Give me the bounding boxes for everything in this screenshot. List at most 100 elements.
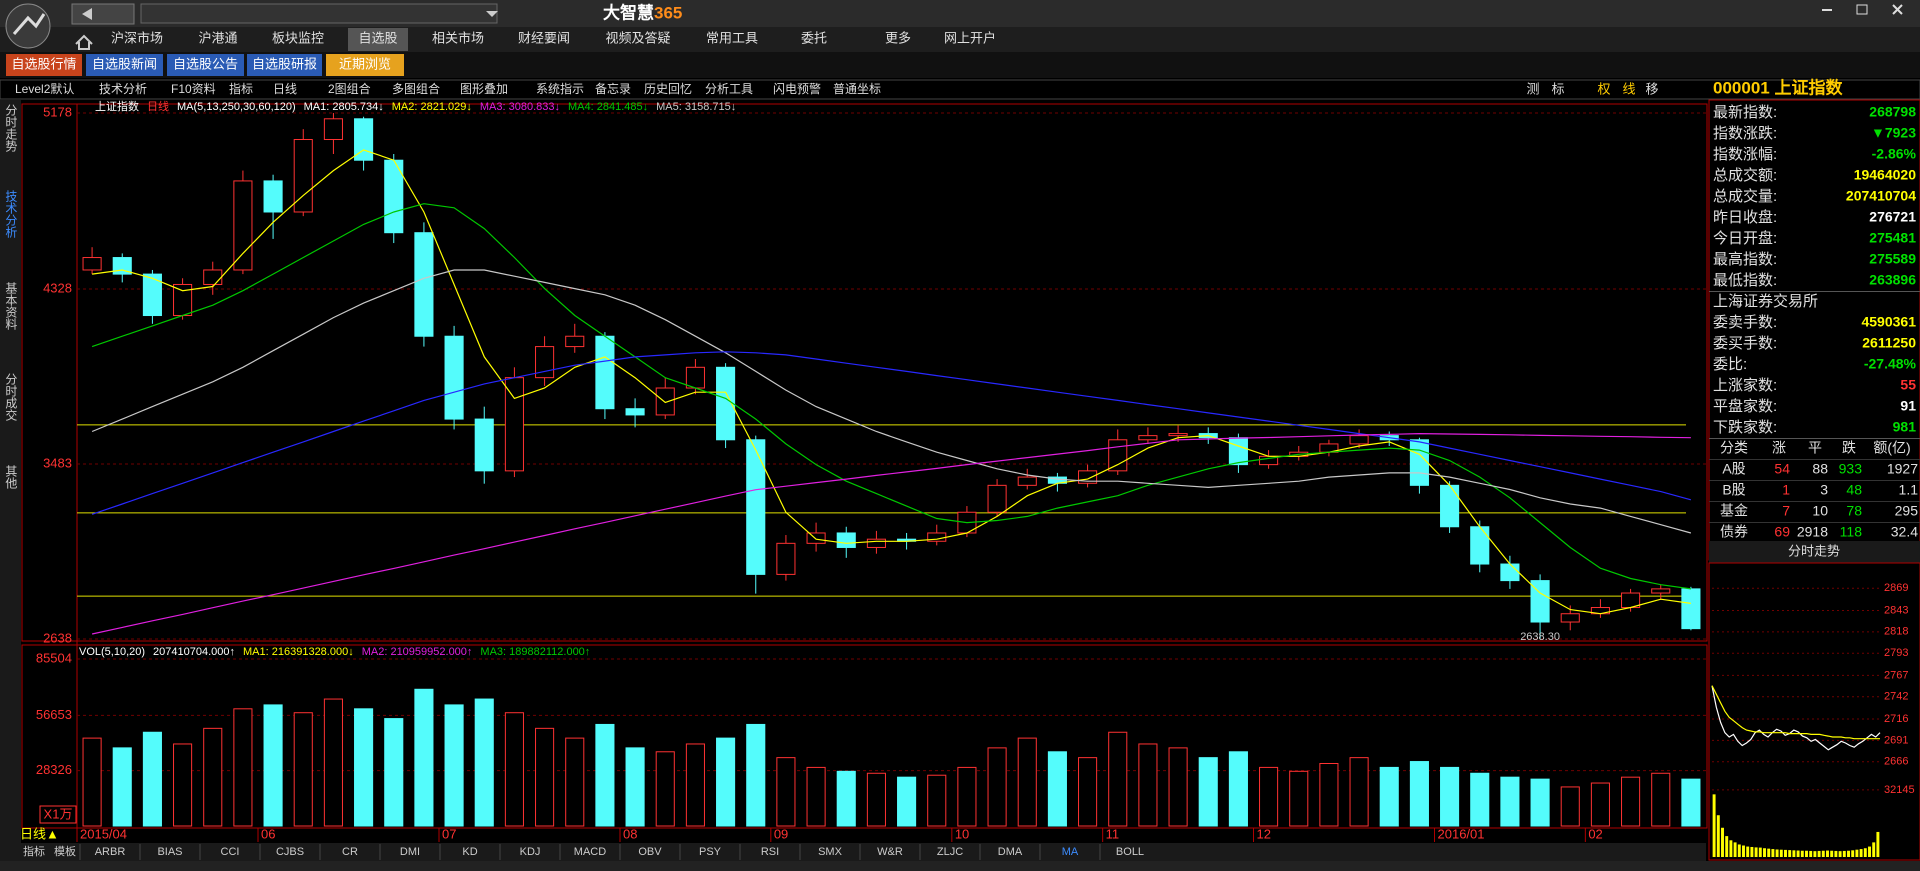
side-tab[interactable]: 技术分析 xyxy=(4,190,18,239)
indicator-tab[interactable]: DMA xyxy=(998,846,1023,858)
indicator-tab[interactable]: CJBS xyxy=(276,846,304,858)
toolbar-item[interactable]: 多图组合 xyxy=(392,81,440,96)
indicator-tab[interactable]: OBV xyxy=(638,846,662,858)
volume-bar xyxy=(323,698,343,827)
toolbar-item[interactable]: Level2默认 xyxy=(15,81,74,96)
toolbar-item[interactable]: 图形叠加 xyxy=(460,82,508,96)
toolbar-item[interactable]: 闪电预警 xyxy=(773,81,821,96)
toolbar-button[interactable]: 权 xyxy=(1597,81,1610,96)
mini-tick-label: 2691 xyxy=(1884,734,1908,746)
toolbar-item[interactable]: 分析工具 xyxy=(705,82,753,96)
x-tick-label: 08 xyxy=(623,826,637,841)
menu-item[interactable]: 自选股 xyxy=(358,30,397,45)
subtab[interactable] xyxy=(167,54,244,76)
subtab[interactable] xyxy=(247,54,322,76)
indicator-tab[interactable]: KD xyxy=(462,846,477,858)
menu-item[interactable]: 视频及答疑 xyxy=(605,30,670,45)
period-label[interactable]: 日线▲ xyxy=(20,826,59,841)
subtab-label[interactable]: 自选股新闻 xyxy=(92,56,157,71)
mini-volume-bar xyxy=(1876,831,1880,857)
close-icon[interactable] xyxy=(1892,4,1903,15)
logo[interactable] xyxy=(5,3,51,49)
volume-bar xyxy=(595,723,615,827)
y-tick-label: 5178 xyxy=(43,104,72,119)
legend-entry: MA1: 2805.734↓ xyxy=(304,101,384,113)
indicator-tab[interactable]: DMI xyxy=(400,846,420,858)
indicator-tab[interactable]: MACD xyxy=(574,846,606,858)
indicator-tab[interactable]: PSY xyxy=(699,846,722,858)
indicator-tab[interactable]: MA xyxy=(1062,846,1079,858)
side-tab[interactable]: 其他 xyxy=(4,465,18,489)
quote-value: -2.86% xyxy=(1872,146,1917,162)
x-tick-label: 11 xyxy=(1106,826,1120,841)
volume-bar xyxy=(1500,776,1520,827)
toolbar xyxy=(0,79,1920,100)
menu-item[interactable]: 财经要闻 xyxy=(518,30,570,45)
menu-item[interactable]: 板块监控 xyxy=(272,30,324,45)
indicator-tab[interactable]: ZLJC xyxy=(937,846,963,858)
legend-entry: 日线 xyxy=(147,99,169,113)
subtab-label[interactable]: 自选股公告 xyxy=(173,56,238,71)
side-tab[interactable]: 分时走势 xyxy=(4,104,18,152)
indicator-tab[interactable]: BIAS xyxy=(157,846,182,858)
indicator-tab[interactable]: KDJ xyxy=(520,846,541,858)
volume-bar xyxy=(1047,751,1067,827)
toolbar-button[interactable]: 移 xyxy=(1645,81,1658,96)
side-tab[interactable]: 基本资料 xyxy=(4,282,18,330)
menu-item[interactable]: 相关市场 xyxy=(432,30,484,45)
subtab-label[interactable]: 自选股研报 xyxy=(252,56,317,71)
nav-buttons[interactable] xyxy=(71,3,135,25)
indicator-tab[interactable]: SMX xyxy=(818,846,843,858)
menu-item[interactable]: 委托 xyxy=(801,30,827,45)
indicator-tab[interactable]: CCI xyxy=(221,846,240,858)
indicator-tab[interactable]: RSI xyxy=(761,846,779,858)
subtab[interactable] xyxy=(86,54,163,76)
volume-bar xyxy=(716,737,736,827)
indicator-tab[interactable]: 模板 xyxy=(54,844,76,858)
toolbar-item[interactable]: 普通坐标 xyxy=(833,82,881,96)
mini-volume-bar xyxy=(1721,827,1724,857)
indicator-tab[interactable]: 指标 xyxy=(23,844,45,858)
toolbar-item[interactable]: 指标 xyxy=(229,81,253,96)
toolbar-item[interactable]: 2图组合 xyxy=(328,81,371,96)
home-icon[interactable] xyxy=(75,34,93,50)
subtab[interactable] xyxy=(6,54,82,76)
toolbar-item[interactable]: 技术分析 xyxy=(99,82,147,96)
volume-bar xyxy=(293,712,313,827)
subtab-label[interactable]: 自选股行情 xyxy=(11,56,76,71)
table-header: 跌 xyxy=(1842,440,1856,456)
toolbar-item[interactable]: 日线 xyxy=(273,82,297,96)
candle-body xyxy=(1017,476,1037,486)
candle-body xyxy=(806,532,826,544)
indicator-tab[interactable]: ARBR xyxy=(95,846,126,858)
indicator-tab[interactable]: BOLL xyxy=(1116,846,1144,858)
toolbar-item[interactable]: F10资料 xyxy=(171,82,216,96)
toolbar-button[interactable]: 线 xyxy=(1622,81,1635,96)
menu-item[interactable]: 沪深市场 xyxy=(111,30,163,45)
toolbar-item[interactable]: 系统指示 xyxy=(536,81,584,96)
menu-item[interactable]: 沪港通 xyxy=(198,30,237,45)
toolbar-button[interactable]: 测 xyxy=(1526,81,1539,96)
toolbar-item[interactable]: 备忘录 xyxy=(595,81,631,96)
quote-label: 昨日收盘: xyxy=(1713,208,1777,226)
maximize-icon[interactable] xyxy=(1856,4,1868,15)
x-tick-label: 07 xyxy=(442,826,456,841)
volume-bar xyxy=(1379,766,1399,827)
mini-tick-label: 2793 xyxy=(1884,647,1908,659)
menu-item[interactable]: 网上开户 xyxy=(944,30,996,45)
candle-body xyxy=(685,366,705,389)
toolbar-button[interactable]: 标 xyxy=(1551,81,1564,96)
subtab-label[interactable]: 近期浏览 xyxy=(339,56,391,71)
low-annotation: 2638.30 xyxy=(1520,631,1560,643)
side-tab[interactable]: 分时成交 xyxy=(4,373,18,422)
toolbar-item[interactable]: 历史回忆 xyxy=(644,82,692,96)
menu-item[interactable]: 更多 xyxy=(885,30,911,45)
quote-value: 276721 xyxy=(1869,209,1916,225)
subtab[interactable] xyxy=(326,54,404,76)
table-cell: 基金 xyxy=(1720,503,1748,519)
indicator-tab[interactable]: CR xyxy=(342,846,358,858)
address-box[interactable] xyxy=(140,3,498,24)
menu-item[interactable]: 常用工具 xyxy=(706,30,758,45)
mini-volume-bar xyxy=(1771,849,1775,857)
indicator-tab[interactable]: W&R xyxy=(877,846,903,858)
